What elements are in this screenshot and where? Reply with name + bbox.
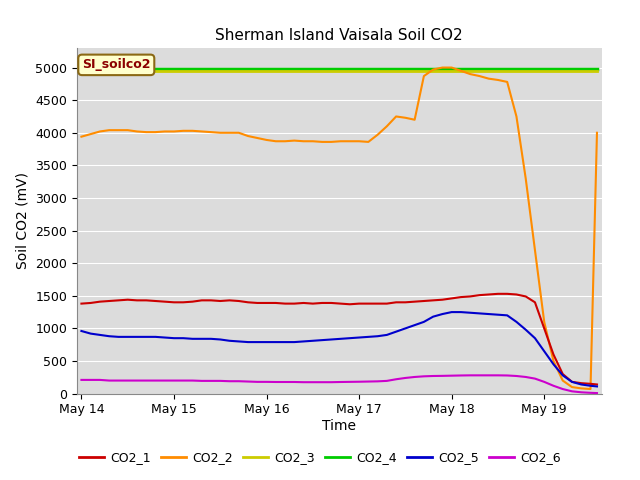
Title: Sherman Island Vaisala Soil CO2: Sherman Island Vaisala Soil CO2 bbox=[216, 28, 463, 43]
X-axis label: Time: Time bbox=[322, 419, 356, 433]
Legend: CO2_1, CO2_2, CO2_3, CO2_4, CO2_5, CO2_6: CO2_1, CO2_2, CO2_3, CO2_4, CO2_5, CO2_6 bbox=[74, 446, 566, 469]
Y-axis label: Soil CO2 (mV): Soil CO2 (mV) bbox=[15, 172, 29, 269]
Text: SI_soilco2: SI_soilco2 bbox=[82, 59, 150, 72]
